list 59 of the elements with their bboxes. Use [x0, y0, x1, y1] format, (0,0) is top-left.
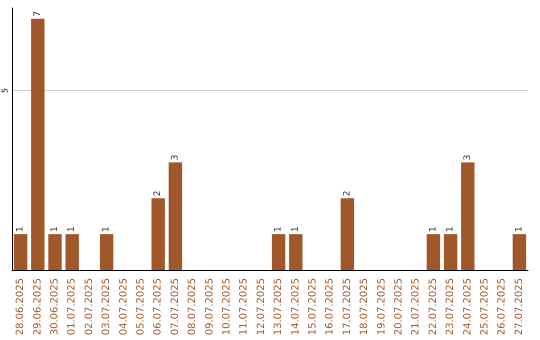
data-label: 1: [102, 226, 112, 232]
x-tick-label: 25.07.2025: [480, 278, 490, 336]
x-tick-label: 02.07.2025: [84, 278, 95, 336]
x-tick-label: 26.07.2025: [496, 278, 508, 336]
x-tick-label: 15.07.2025: [308, 278, 318, 336]
x-tick-label: 17.07.2025: [342, 278, 353, 336]
x-tick-label: 18.07.2025: [359, 278, 370, 336]
bar: [151, 198, 165, 270]
x-tick-label: 10.07.2025: [222, 278, 232, 336]
bar: [65, 234, 79, 270]
data-label: 1: [514, 226, 524, 232]
data-label: 1: [67, 226, 78, 232]
x-tick-label: 06.07.2025: [152, 278, 164, 336]
x-tick-label: 09.07.2025: [204, 278, 216, 336]
x-tick-label: 29.06.2025: [32, 278, 44, 336]
data-label: 3: [462, 154, 473, 160]
data-label: 1: [446, 226, 456, 232]
x-tick-label: 12.07.2025: [256, 278, 267, 336]
data-label: 2: [342, 190, 352, 196]
bar: [168, 162, 182, 270]
x-tick-label: 27.07.2025: [514, 278, 525, 336]
x-tick-label: 19.07.2025: [376, 278, 388, 336]
data-label: 1: [16, 226, 26, 232]
data-label: 2: [153, 190, 164, 196]
x-tick-label: 04.07.2025: [118, 278, 130, 336]
bar: [444, 234, 458, 270]
data-label: 1: [428, 226, 438, 232]
bar: [461, 162, 475, 270]
x-tick-label: 11.07.2025: [238, 278, 250, 336]
x-tick-label: 24.07.2025: [462, 278, 474, 336]
x-tick-label: 08.07.2025: [187, 278, 198, 336]
data-label: 7: [32, 11, 43, 17]
data-label: 1: [50, 226, 60, 232]
bar: [426, 234, 440, 270]
x-tick-label: 23.07.2025: [445, 278, 456, 336]
bar: [340, 198, 354, 270]
bar: [31, 18, 45, 270]
x-tick-label: 22.07.2025: [428, 278, 439, 336]
bar: [272, 234, 286, 270]
bar: [100, 234, 114, 270]
x-tick-label: 13.07.2025: [273, 278, 284, 336]
bar: [512, 234, 526, 270]
x-tick-label: 20.07.2025: [394, 278, 404, 336]
bar: [14, 234, 28, 270]
data-label: 1: [274, 226, 284, 232]
x-tick-label: 21.07.2025: [410, 278, 422, 336]
x-tick-label: 01.07.2025: [66, 278, 78, 336]
x-tick-label: 07.07.2025: [170, 278, 181, 336]
x-tick-label: 28.06.2025: [15, 278, 26, 336]
bar: [289, 234, 303, 270]
x-tick-label: 16.07.2025: [324, 278, 336, 336]
x-tick-label: 05.07.2025: [136, 278, 146, 336]
y-tick-label: 5: [0, 88, 10, 94]
x-tick-label: 30.06.2025: [50, 278, 60, 336]
data-label: 3: [170, 154, 180, 160]
bar: [48, 234, 62, 270]
data-label: 1: [290, 226, 301, 232]
x-tick-label: 03.07.2025: [101, 278, 112, 336]
x-tick-label: 14.07.2025: [290, 278, 302, 336]
